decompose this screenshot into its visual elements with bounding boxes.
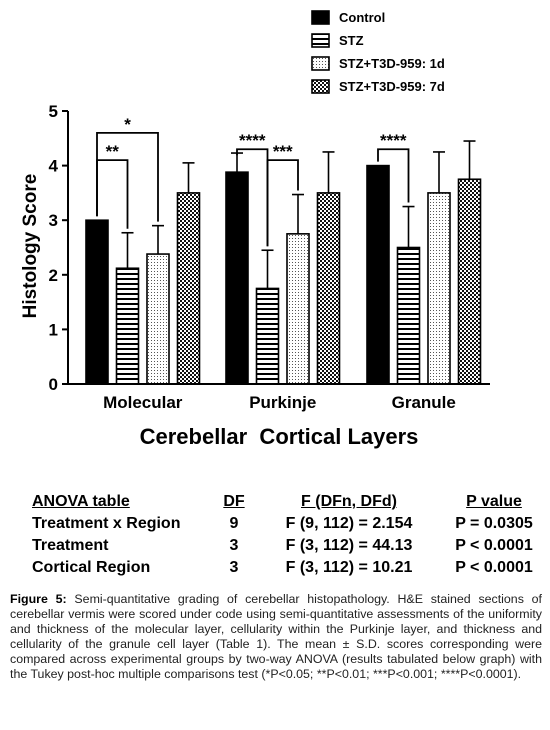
legend-swatch [311, 56, 330, 71]
legend-swatch [311, 10, 330, 25]
x-axis-label: Cerebellar Cortical Layers [140, 424, 419, 449]
anova-table: ANOVA table DF F (DFn, DFd) P value Trea… [32, 491, 544, 579]
anova-df: 3 [229, 537, 239, 554]
significance-bracket [96, 131, 159, 222]
anova-source: Cortical Region [32, 559, 151, 576]
anova-header-p: P value [466, 493, 522, 510]
significance-layer: ************** [96, 115, 410, 247]
legend: Control STZ STZ+T3D-959: 1d STZ+T3D-959: 7d [311, 10, 445, 94]
bar [176, 192, 201, 385]
anova-row: Treatment x Region 9 F (9, 112) = 2.154 … [32, 513, 544, 535]
error-bars-layer [121, 140, 476, 289]
caption-label: Figure 5: [10, 592, 67, 606]
legend-label: STZ+T3D-959: 7d [339, 79, 445, 94]
anova-f: F (3, 112) = 10.21 [285, 559, 413, 576]
bar [457, 178, 482, 385]
legend-swatch [311, 33, 330, 48]
anova-df: 9 [229, 515, 239, 532]
bar [396, 246, 421, 385]
significance-label: ** [106, 142, 120, 161]
x-category-labels: Molecular Purkinje Granule [103, 393, 456, 412]
bar [366, 164, 390, 385]
anova-source: Treatment x Region [32, 515, 181, 532]
significance-bracket [266, 159, 299, 247]
bar-chart: Control STZ STZ+T3D-959: 1d STZ+T3D-959: 7d… [20, 10, 490, 449]
anova-p: P < 0.0001 [455, 559, 533, 576]
anova-header-row: ANOVA table DF F (DFn, DFd) P value [32, 491, 544, 513]
anova-f: F (9, 112) = 2.154 [285, 515, 413, 532]
anova-header-f: F (DFn, DFd) [301, 493, 397, 510]
y-axis-label: Histology Score [20, 174, 41, 319]
legend-label: STZ+T3D-959: 1d [339, 56, 445, 71]
anova-df: 3 [229, 559, 239, 576]
anova-row: Cortical Region 3 F (3, 112) = 10.21 P <… [32, 557, 544, 579]
y-tick-label: 2 [49, 266, 58, 285]
bar [146, 253, 170, 385]
bar [115, 267, 140, 385]
anova-row: Treatment 3 F (3, 112) = 44.13 P < 0.000… [32, 535, 544, 557]
caption-text: Semi-quantitative grading of cerebellar … [10, 592, 542, 681]
y-tick-label: 5 [49, 102, 58, 121]
anova-p: P < 0.0001 [455, 537, 533, 554]
significance-label: *** [273, 142, 293, 161]
anova-p: P = 0.0305 [455, 515, 533, 532]
x-category-label: Granule [392, 393, 456, 412]
bar [427, 192, 451, 385]
legend-label: STZ [339, 33, 364, 48]
significance-label: * [124, 115, 131, 134]
anova-header-source: ANOVA table [32, 493, 130, 510]
bars-layer [85, 164, 482, 385]
legend-swatch [311, 79, 330, 94]
axes [67, 111, 490, 385]
y-tick-label: 4 [49, 157, 59, 176]
bar [316, 192, 341, 385]
x-category-label: Molecular [103, 393, 183, 412]
significance-label: **** [380, 131, 407, 150]
significance-bracket [377, 148, 410, 203]
y-tick-label: 3 [49, 211, 58, 230]
legend-label: Control [339, 10, 385, 25]
bar [85, 219, 109, 385]
significance-bracket [96, 159, 129, 229]
bar [255, 287, 280, 385]
bar [286, 233, 310, 385]
figure-caption: Figure 5: Semi-quantitative grading of c… [10, 592, 542, 682]
anova-f: F (3, 112) = 44.13 [285, 537, 413, 554]
anova-header-df: DF [223, 493, 245, 510]
y-ticks: 0 1 2 3 4 5 [49, 102, 68, 394]
significance-label: **** [239, 131, 266, 150]
anova-source: Treatment [32, 537, 109, 554]
x-category-label: Purkinje [249, 393, 316, 412]
bar [225, 171, 249, 385]
y-tick-label: 0 [49, 375, 58, 394]
y-tick-label: 1 [49, 320, 58, 339]
